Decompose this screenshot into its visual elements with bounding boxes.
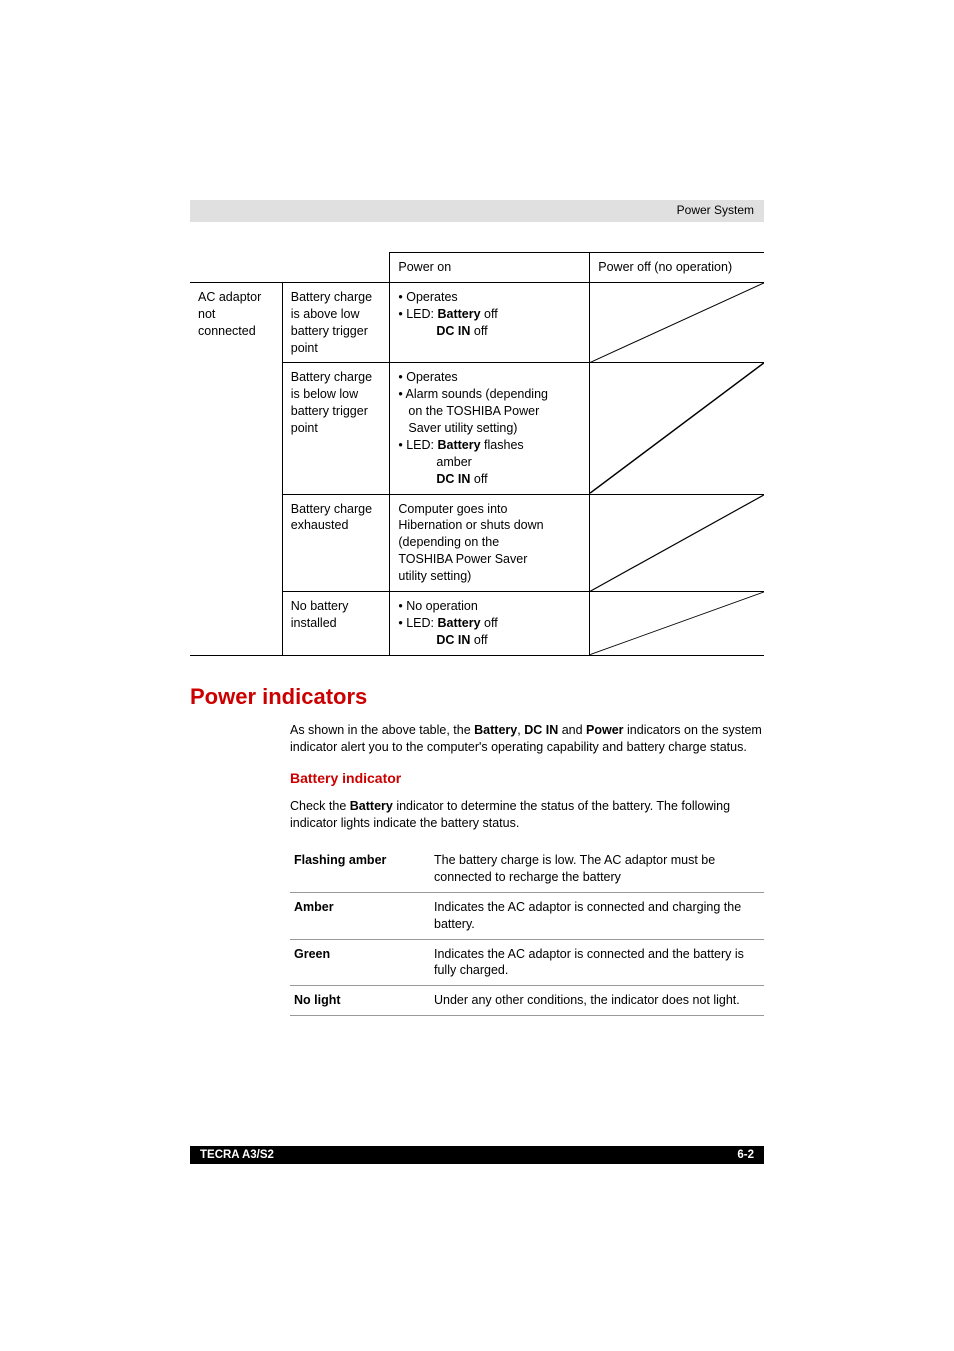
ind-desc: The battery charge is low. The AC adapto…: [430, 846, 764, 892]
condition-cell: Battery charge is below low battery trig…: [282, 363, 390, 494]
ind-desc: Under any other conditions, the indicato…: [430, 986, 764, 1016]
ind-label: Flashing amber: [290, 846, 430, 892]
diagonal-icon: [590, 283, 764, 363]
condition-cell: No battery installed: [282, 591, 390, 655]
power-off-cell: [590, 363, 764, 494]
page-footer: TECRA A3/S2 6-2: [190, 1146, 764, 1164]
power-table: Power on Power off (no operation) AC ada…: [190, 252, 764, 656]
blank-cell: [190, 253, 282, 283]
ind-label: Amber: [290, 892, 430, 939]
power-off-cell: [590, 494, 764, 591]
condition-cell: Battery charge exhausted: [282, 494, 390, 591]
power-on-cell: • Operates • LED: Battery off DC IN off: [390, 282, 590, 363]
footer-right: 6-2: [737, 1149, 754, 1161]
indicator-table: Flashing amber The battery charge is low…: [290, 846, 764, 1016]
table-row: Flashing amber The battery charge is low…: [290, 846, 764, 892]
ind-desc: Indicates the AC adaptor is connected an…: [430, 892, 764, 939]
table-row: No light Under any other conditions, the…: [290, 986, 764, 1016]
th-power-off: Power off (no operation): [590, 253, 764, 283]
power-on-cell: • No operation • LED: Battery off DC IN …: [390, 591, 590, 655]
diagonal-icon: [590, 363, 764, 493]
power-off-cell: [590, 591, 764, 655]
subsection-heading: Battery indicator: [290, 770, 764, 786]
power-on-cell: Computer goes into Hibernation or shuts …: [390, 494, 590, 591]
footer-left: TECRA A3/S2: [200, 1149, 274, 1161]
table-row: Green Indicates the AC adaptor is connec…: [290, 939, 764, 986]
table-row: Amber Indicates the AC adaptor is connec…: [290, 892, 764, 939]
subsection-intro: Check the Battery indicator to determine…: [290, 798, 764, 832]
section-intro: As shown in the above table, the Battery…: [290, 722, 764, 756]
row-group-label: AC adaptor not connected: [190, 282, 282, 655]
page-header: Power System: [190, 200, 764, 222]
power-on-cell: • Operates • Alarm sounds (depending on …: [390, 363, 590, 494]
diagonal-icon: [590, 592, 764, 655]
th-power-on: Power on: [390, 253, 590, 283]
blank-cell: [282, 253, 390, 283]
section-heading: Power indicators: [190, 684, 764, 710]
ind-label: No light: [290, 986, 430, 1016]
diagonal-icon: [590, 495, 764, 591]
ind-desc: Indicates the AC adaptor is connected an…: [430, 939, 764, 986]
power-off-cell: [590, 282, 764, 363]
condition-cell: Battery charge is above low battery trig…: [282, 282, 390, 363]
ind-label: Green: [290, 939, 430, 986]
header-text: Power System: [677, 203, 754, 217]
